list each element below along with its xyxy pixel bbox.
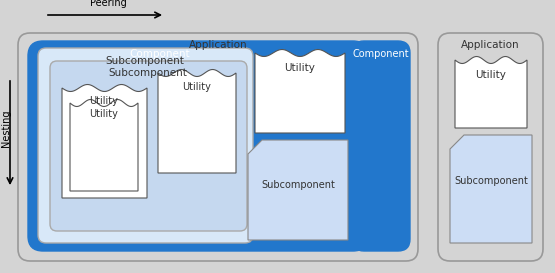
Text: Component: Component — [352, 49, 410, 59]
Text: Component: Component — [130, 49, 190, 59]
Text: Nesting: Nesting — [1, 109, 11, 147]
Text: Application: Application — [189, 40, 248, 50]
FancyBboxPatch shape — [28, 41, 368, 251]
Text: Utility: Utility — [183, 82, 211, 92]
Polygon shape — [248, 140, 348, 240]
Text: Utility: Utility — [476, 70, 506, 80]
Polygon shape — [255, 49, 345, 133]
Text: Utility: Utility — [89, 96, 118, 106]
Polygon shape — [455, 57, 527, 128]
Text: Subcomponent: Subcomponent — [261, 180, 335, 190]
Text: Application: Application — [461, 40, 519, 50]
Text: Subcomponent: Subcomponent — [109, 68, 188, 78]
Text: Subcomponent: Subcomponent — [454, 176, 528, 186]
FancyBboxPatch shape — [50, 61, 247, 231]
FancyBboxPatch shape — [18, 33, 418, 261]
Text: Utility: Utility — [285, 63, 315, 73]
FancyBboxPatch shape — [38, 48, 253, 243]
FancyBboxPatch shape — [352, 41, 410, 251]
Polygon shape — [70, 100, 138, 191]
Polygon shape — [450, 135, 532, 243]
FancyBboxPatch shape — [438, 33, 543, 261]
Polygon shape — [158, 70, 236, 173]
Text: Utility: Utility — [89, 109, 118, 119]
Polygon shape — [62, 85, 147, 198]
Text: Subcomponent: Subcomponent — [105, 56, 184, 66]
Text: Peering: Peering — [89, 0, 127, 8]
